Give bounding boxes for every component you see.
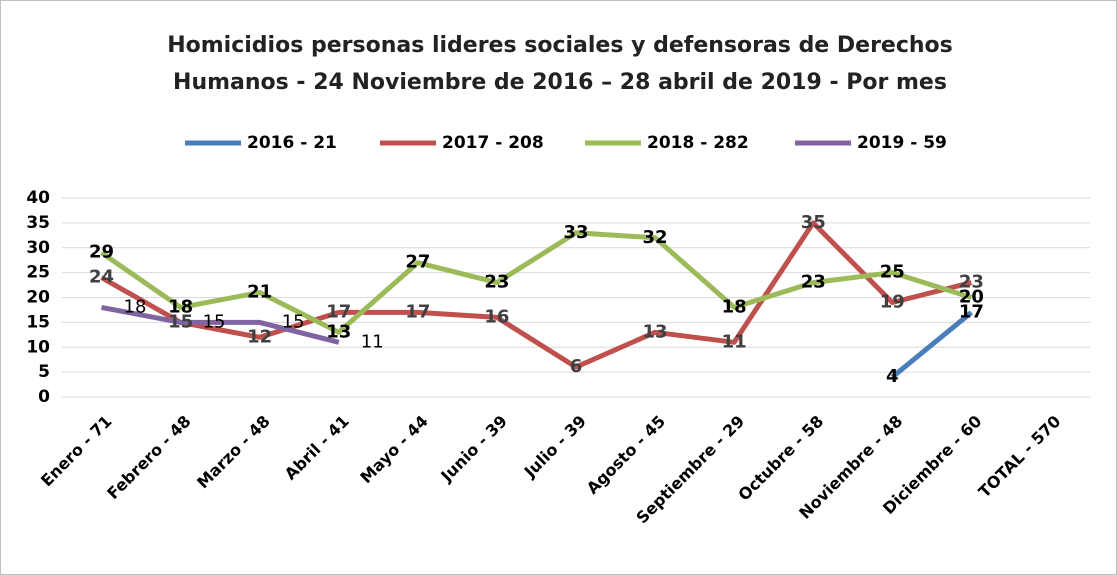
y-tick-label: 0 (38, 387, 50, 407)
legend-label: 2019 - 59 (857, 133, 947, 153)
data-label: 33 (563, 222, 588, 243)
data-label: 19 (880, 291, 905, 312)
data-label: 11 (722, 331, 747, 352)
y-tick-label: 30 (26, 238, 50, 258)
data-label: 18 (168, 296, 193, 317)
data-label: 11 (361, 331, 384, 352)
data-label: 29 (89, 242, 114, 263)
data-label: 17 (326, 301, 351, 322)
data-label: 35 (801, 212, 826, 233)
data-label: 24 (89, 267, 114, 288)
data-label: 20 (959, 287, 984, 308)
series-line (890, 310, 973, 380)
y-tick-label: 5 (38, 362, 50, 382)
y-tick-label: 40 (26, 188, 50, 208)
data-label: 25 (880, 262, 905, 283)
data-label: 18 (722, 296, 747, 317)
y-tick-label: 15 (26, 312, 50, 332)
data-label: 16 (484, 306, 509, 327)
data-label: 32 (643, 227, 668, 248)
data-label: 17 (405, 301, 430, 322)
data-label: 23 (801, 272, 826, 293)
data-label: 18 (124, 296, 147, 317)
data-label: 15 (282, 311, 305, 332)
y-tick-label: 25 (26, 263, 50, 283)
data-label: 15 (168, 311, 193, 332)
legend-label: 2018 - 282 (647, 133, 749, 153)
y-tick-label: 10 (26, 337, 50, 357)
data-label: 13 (643, 321, 668, 342)
y-tick-label: 20 (26, 288, 50, 308)
legend-label: 2017 - 208 (442, 133, 544, 153)
data-label: 4 (886, 366, 899, 387)
data-label: 6 (570, 356, 583, 377)
data-label: 27 (405, 252, 430, 273)
series-line (100, 220, 973, 370)
data-label: 23 (959, 272, 984, 293)
data-label: 13 (326, 321, 351, 342)
chart-title: Homicidios personas lideres sociales y d… (167, 33, 953, 58)
data-label: 17 (959, 301, 984, 322)
series-line (101, 304, 340, 345)
data-label: 23 (484, 272, 509, 293)
data-label: 15 (203, 311, 226, 332)
data-label: 12 (247, 326, 272, 347)
y-tick-label: 35 (26, 213, 50, 233)
data-label: 21 (247, 282, 272, 303)
chart-subtitle: Humanos - 24 Noviembre de 2016 – 28 abri… (173, 70, 947, 95)
legend-label: 2016 - 21 (247, 133, 337, 153)
series-line (100, 230, 973, 335)
